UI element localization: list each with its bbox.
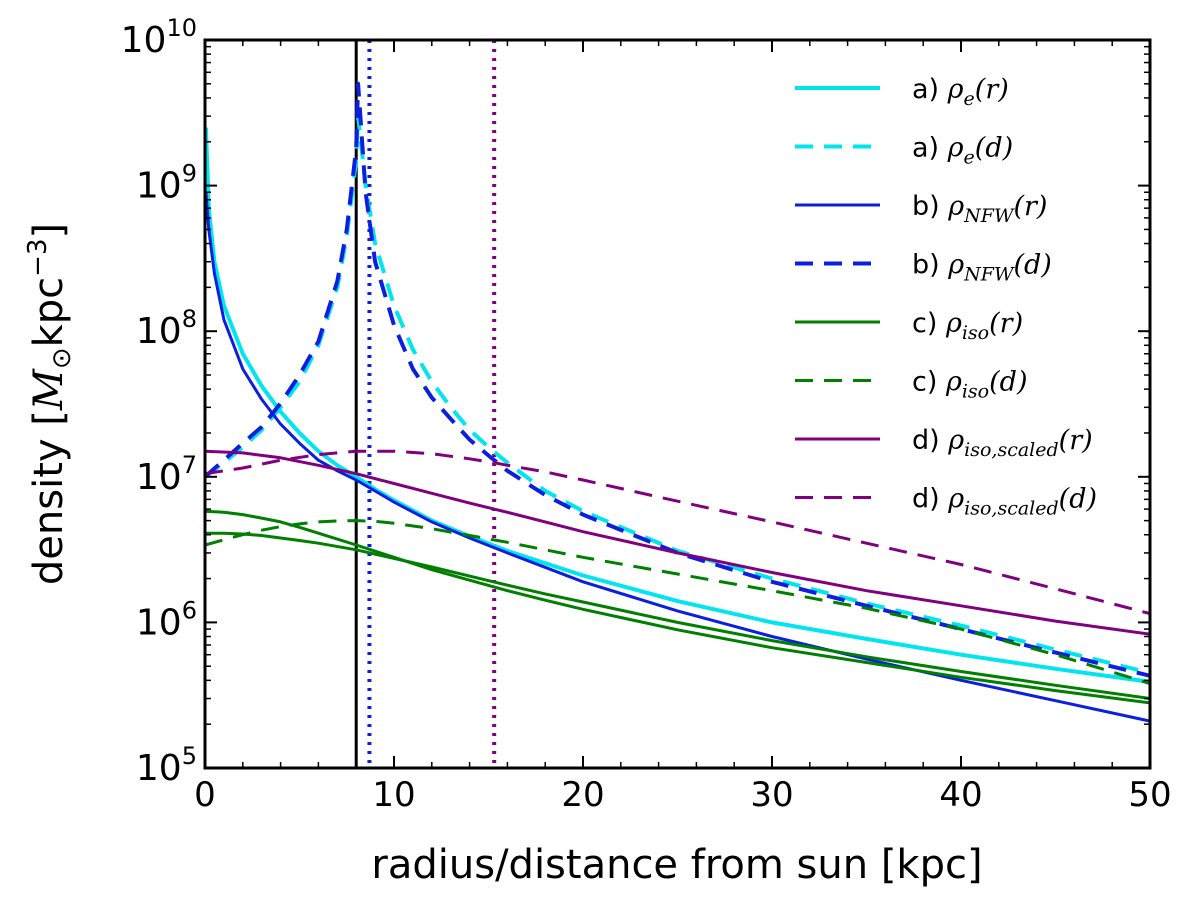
legend-label: b) ρNFW(r) (912, 191, 1047, 227)
series-line-c-rho-iso-d (205, 519, 1150, 686)
legend-label: c) ρiso(d) (912, 367, 1027, 403)
x-tick-label: 10 (372, 775, 415, 815)
legend-label: b) ρNFW(d) (912, 250, 1052, 286)
y-axis-label: density [M⊙kpc−3] (23, 223, 77, 585)
x-tick-label: 30 (750, 775, 793, 815)
legend-item-a-rho-e-r: a) ρe(r) (795, 74, 1009, 110)
legend-label: a) ρe(r) (912, 74, 1009, 110)
legend-item-b-rho-nfw-d: b) ρNFW(d) (795, 250, 1052, 286)
legend-label: c) ρiso(r) (912, 308, 1023, 344)
legend: a) ρe(r) a) ρe(d) b) ρNFW(r) b) ρNFW(d) c) ρ… (795, 74, 1097, 520)
legend-item-c-rho-iso-r: c) ρiso(r) (795, 308, 1023, 344)
legend-item-d-rho-iso-scaled-r: d) ρiso,scaled(r) (795, 425, 1093, 461)
vertical-lines (354, 40, 497, 768)
axis-ticks (204, 39, 1151, 769)
y-tick-label: 1010 (121, 14, 197, 61)
x-tick-labels: 0 10 20 30 40 50 (194, 775, 1171, 815)
legend-label: d) ρiso,scaled(r) (912, 425, 1093, 461)
y-tick-label: 109 (136, 160, 197, 207)
x-tick-label: 40 (939, 775, 982, 815)
series-line-c-rho-iso-r (205, 509, 1150, 705)
y-tick-labels: 105 106 107 108 109 1010 (121, 14, 197, 789)
y-tick-label: 106 (136, 596, 197, 643)
legend-item-b-rho-nfw-r: b) ρNFW(r) (795, 191, 1047, 227)
series-line-b-rho-nfw-d (205, 81, 1150, 678)
legend-item-d-rho-iso-scaled-d: d) ρiso,scaled(d) (795, 484, 1097, 520)
x-tick-label: 0 (194, 775, 216, 815)
y-tick-label: 107 (136, 451, 197, 498)
series-line-c-rho-iso-extra (205, 531, 1150, 700)
y-tick-label: 108 (136, 305, 197, 352)
y-tick-label: 105 (136, 742, 197, 789)
x-axis-label: radius/distance from sun [kpc] (371, 842, 982, 888)
series-line-a-rho-e-d (205, 114, 1150, 675)
x-tick-label: 50 (1128, 775, 1171, 815)
series-line-d-rho-iso-scaled-d (205, 449, 1150, 616)
series-lines (205, 81, 1150, 723)
legend-item-c-rho-iso-d: c) ρiso(d) (795, 367, 1027, 403)
legend-label: d) ρiso,scaled(d) (912, 484, 1097, 520)
legend-label: a) ρe(d) (912, 133, 1013, 169)
x-tick-label: 20 (561, 775, 604, 815)
plot-frame (203, 38, 1152, 770)
legend-item-a-rho-e-d: a) ρe(d) (795, 133, 1013, 169)
series-line-d-rho-iso-scaled-r (205, 449, 1150, 636)
series-line-b-rho-nfw-r (205, 192, 1150, 723)
